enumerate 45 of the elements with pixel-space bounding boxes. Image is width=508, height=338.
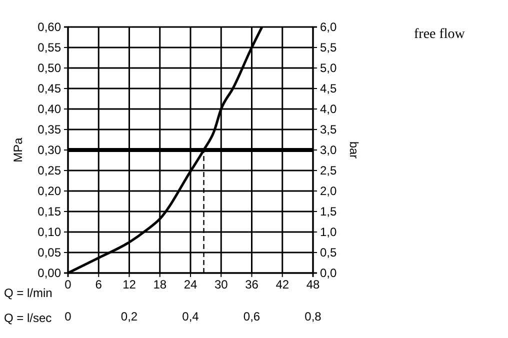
x2-tick-label: 0,4 (182, 310, 200, 324)
y-tick-label: 0,30 (38, 142, 62, 157)
y2-tick-label: 6,0 (320, 20, 338, 34)
x-axis-title: Q = l/min (4, 286, 52, 300)
x2-tick-label: 0,8 (304, 310, 322, 324)
y2-tick-label: 3,5 (320, 122, 338, 136)
y2-tick-label: 2,0 (320, 184, 338, 198)
x-tick-label: 36 (245, 278, 259, 292)
y-tick-label: 0,00 (38, 266, 62, 280)
text: free flow (414, 27, 466, 42)
y-tick-label: 0,20 (38, 184, 62, 198)
y-tick-label: 0,25 (38, 163, 62, 178)
y2-tick-label: 1,5 (320, 204, 338, 218)
y-tick-label: 0,35 (38, 122, 62, 136)
x2-tick-label: 0,2 (120, 310, 138, 324)
y2-tick-label: 2,5 (320, 163, 338, 178)
x2-axis-title: Q = l/sec (4, 311, 52, 325)
y-axis-title: MPa (11, 137, 25, 162)
y2-tick-label: 4,5 (320, 81, 338, 96)
y-tick-label: 0,10 (38, 224, 62, 239)
y-tick-label: 0,50 (38, 60, 62, 75)
x2-tick-label: 0,6 (243, 310, 260, 324)
y2-tick-label: 4,0 (320, 102, 338, 116)
y2-axis-title: bar (347, 141, 361, 159)
y2-tick-label: 0,0 (320, 266, 338, 280)
x-tick-label: 48 (306, 278, 320, 292)
y2-tick-label: 5,0 (320, 60, 338, 75)
x-tick-label: 24 (184, 278, 198, 292)
y2-tick-label: 1,0 (320, 224, 338, 239)
x-tick-label: 18 (153, 278, 167, 292)
x-tick-label: 0 (64, 278, 72, 292)
y-tick-label: 0,55 (38, 40, 62, 54)
y-tick-label: 0,15 (38, 204, 62, 218)
y2-tick-label: 3,0 (320, 142, 338, 157)
x-tick-label: 42 (276, 278, 290, 292)
y2-tick-label: 0,5 (320, 245, 338, 260)
x-tick-label: 30 (214, 278, 228, 292)
y-tick-label: 0,05 (38, 245, 62, 260)
x-tick-label: 6 (95, 278, 102, 292)
x2-tick-label: 0 (64, 310, 72, 324)
y2-tick-label: 5,5 (320, 40, 338, 54)
x-tick-label: 12 (122, 278, 136, 292)
y-tick-label: 0,60 (38, 20, 62, 34)
y-tick-label: 0,45 (38, 81, 62, 96)
y-tick-label: 0,40 (38, 102, 62, 116)
